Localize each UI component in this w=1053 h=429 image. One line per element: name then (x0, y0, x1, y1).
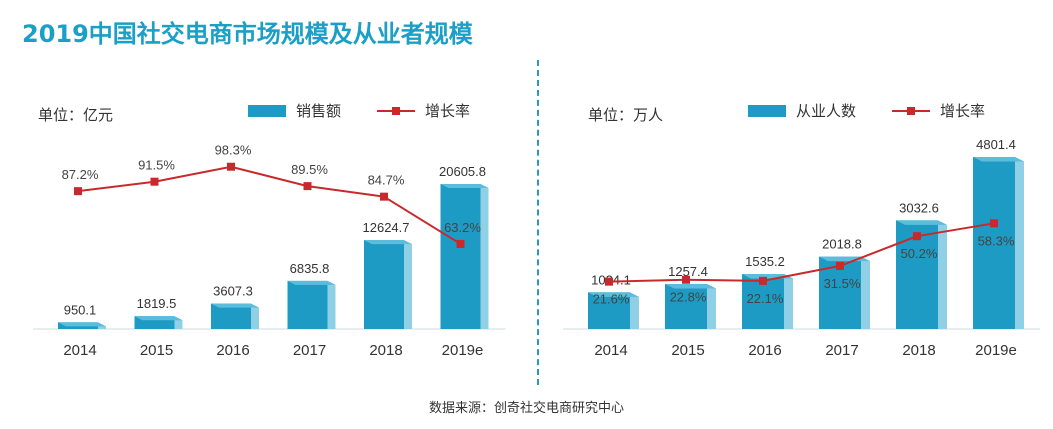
bar-top (973, 157, 1024, 162)
growth-rate-point (990, 219, 998, 228)
bar-side (861, 256, 870, 329)
legend-bar-swatch (748, 104, 786, 117)
legend-bar-label: 从业人数 (796, 102, 857, 120)
bar-side (404, 240, 412, 329)
growth-rate-point (759, 276, 767, 285)
bar-side (480, 184, 489, 329)
bar (364, 240, 404, 329)
category-label: 2016 (216, 342, 249, 359)
growth-rate-label: 98.3% (215, 143, 252, 158)
category-label: 2014 (63, 342, 96, 359)
bar-top (364, 240, 412, 245)
bar-top (134, 316, 183, 321)
bar-top (58, 322, 106, 327)
legend: 从业人数 增长率 (748, 100, 985, 121)
growth-rate-point (456, 239, 465, 248)
bar-top (588, 292, 639, 297)
growth-rate-line (77, 165, 462, 245)
bar-top (440, 184, 489, 188)
bar (588, 292, 630, 329)
legend-line-swatch (892, 105, 931, 117)
bar-top (665, 283, 716, 289)
category-label: 2019e (442, 342, 484, 359)
growth-rate-point (913, 232, 921, 241)
growth-rate-point (150, 177, 159, 186)
bar-side (938, 220, 947, 329)
growth-rate-label: 58.3% (978, 233, 1015, 248)
bar (440, 184, 481, 329)
category-label: 2019e (975, 342, 1017, 359)
growth-rate-point (227, 162, 235, 171)
growth-rate-point (380, 192, 388, 201)
category-label: 2014 (594, 342, 627, 359)
bar-value-label: 4801.4 (976, 137, 1016, 152)
bar-value-label: 12624.7 (363, 220, 410, 235)
unit-label: 单位：亿元 (38, 106, 114, 124)
growth-rate-point (682, 275, 690, 284)
bar-value-label: 2018.8 (822, 237, 862, 252)
growth-rate-point (303, 182, 312, 191)
bar-side (251, 303, 259, 329)
sales-chart-plot: 950.1 2014 1819.5 2015 3607.3 2016 6835.8 2017 1… (33, 143, 506, 359)
workers-chart: 单位：万人 从业人数 增长率 1024.120141257.420151535.… (540, 0, 1053, 429)
bar-value-label: 20605.8 (439, 164, 486, 179)
bar-top (287, 280, 336, 285)
bar-side (327, 280, 336, 329)
growth-rate-point (605, 277, 613, 286)
growth-rate-point (836, 261, 844, 270)
growth-rate-label: 50.2% (901, 246, 938, 261)
bar-top (211, 303, 259, 308)
legend-bar-label: 销售额 (296, 102, 342, 120)
legend-line-label: 增长率 (425, 102, 471, 120)
bar-value-label: 3607.3 (213, 284, 253, 299)
bar-value-label: 1819.5 (137, 296, 177, 311)
category-label: 2017 (293, 342, 326, 359)
category-label: 2018 (369, 342, 402, 359)
unit-label: 单位：万人 (588, 106, 664, 124)
growth-rate-label: 89.5% (291, 162, 328, 177)
data-source: 数据来源：创奇社交电商研究中心 (428, 401, 624, 416)
category-label: 2015 (140, 342, 173, 359)
category-label: 2015 (671, 342, 704, 359)
legend: 销售额 增长率 (248, 100, 470, 121)
bar-top (896, 220, 947, 225)
bar-value-label: 1535.2 (745, 254, 785, 269)
growth-rate-label: 22.1% (747, 291, 784, 306)
category-label: 2017 (825, 342, 858, 359)
bar-side (1015, 157, 1024, 329)
bar-value-label: 1257.4 (668, 264, 708, 279)
legend-line-label: 增长率 (940, 102, 986, 120)
chart-title: 2019中国社交电商市场规模及从业者规模 (22, 20, 473, 48)
bar (665, 283, 707, 329)
growth-rate-line (608, 222, 995, 283)
growth-rate-label: 87.2% (62, 167, 99, 182)
bar-value-label: 950.1 (64, 302, 97, 317)
growth-rate-label: 91.5% (138, 158, 175, 173)
category-label: 2016 (748, 342, 781, 359)
bar (287, 280, 328, 329)
chart-divider (537, 60, 539, 385)
growth-rate-label: 21.6% (593, 292, 630, 307)
legend-bar-swatch (248, 104, 286, 117)
bar-side (630, 292, 639, 329)
bar (211, 303, 251, 329)
growth-rate-label: 63.2% (444, 220, 481, 235)
growth-rate-label: 84.7% (368, 173, 405, 188)
bar (973, 157, 1015, 329)
bar-value-label: 3032.6 (899, 200, 939, 215)
growth-rate-label: 31.5% (824, 276, 861, 291)
category-label: 2018 (902, 342, 935, 359)
bar-side (707, 283, 716, 329)
bar-side (784, 274, 793, 329)
workers-chart-plot: 1024.120141257.420151535.220162018.82017… (563, 137, 1040, 359)
growth-rate-label: 22.8% (670, 290, 707, 305)
sales-chart: 单位：亿元 销售额 增长率 950.1 2014 1819.5 2015 3607.3 2… (33, 100, 506, 359)
growth-rate-point (74, 187, 82, 196)
bar-value-label: 6835.8 (290, 261, 330, 276)
legend-line-swatch (377, 105, 416, 117)
